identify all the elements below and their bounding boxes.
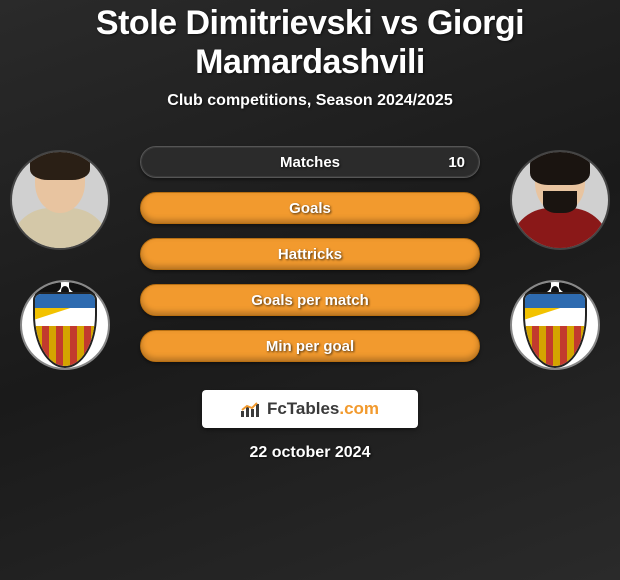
stat-label: Matches xyxy=(280,154,340,171)
infographic: Stole Dimitrievski vs Giorgi Mamardashvi… xyxy=(0,0,620,462)
comparison-layout: Matches 10 Goals Hattricks Goals per mat… xyxy=(0,140,620,380)
stat-label: Hattricks xyxy=(278,246,342,263)
stat-row-goals-per-match: Goals per match xyxy=(140,284,480,316)
chart-icon xyxy=(241,401,261,417)
page-title: Stole Dimitrievski vs Giorgi Mamardashvi… xyxy=(0,4,620,82)
club-right-badge xyxy=(510,280,600,370)
stat-row-hattricks: Hattricks xyxy=(140,238,480,270)
stat-row-min-per-goal: Min per goal xyxy=(140,330,480,362)
player-right-avatar xyxy=(510,150,610,250)
player-left-avatar xyxy=(10,150,110,250)
stat-label: Goals per match xyxy=(251,292,369,309)
date-label: 22 october 2024 xyxy=(250,444,371,462)
stat-label: Min per goal xyxy=(266,338,354,355)
branding-text-1: FcTables xyxy=(267,399,339,418)
stat-row-matches: Matches 10 xyxy=(140,146,480,178)
stat-label: Goals xyxy=(289,200,331,217)
subtitle: Club competitions, Season 2024/2025 xyxy=(167,92,452,110)
stat-row-goals: Goals xyxy=(140,192,480,224)
branding-badge: FcTables.com xyxy=(202,390,418,428)
stat-right-value: 10 xyxy=(448,154,465,171)
stat-bars: Matches 10 Goals Hattricks Goals per mat… xyxy=(140,146,480,362)
club-left-badge xyxy=(20,280,110,370)
branding-text-2: .com xyxy=(339,399,379,418)
